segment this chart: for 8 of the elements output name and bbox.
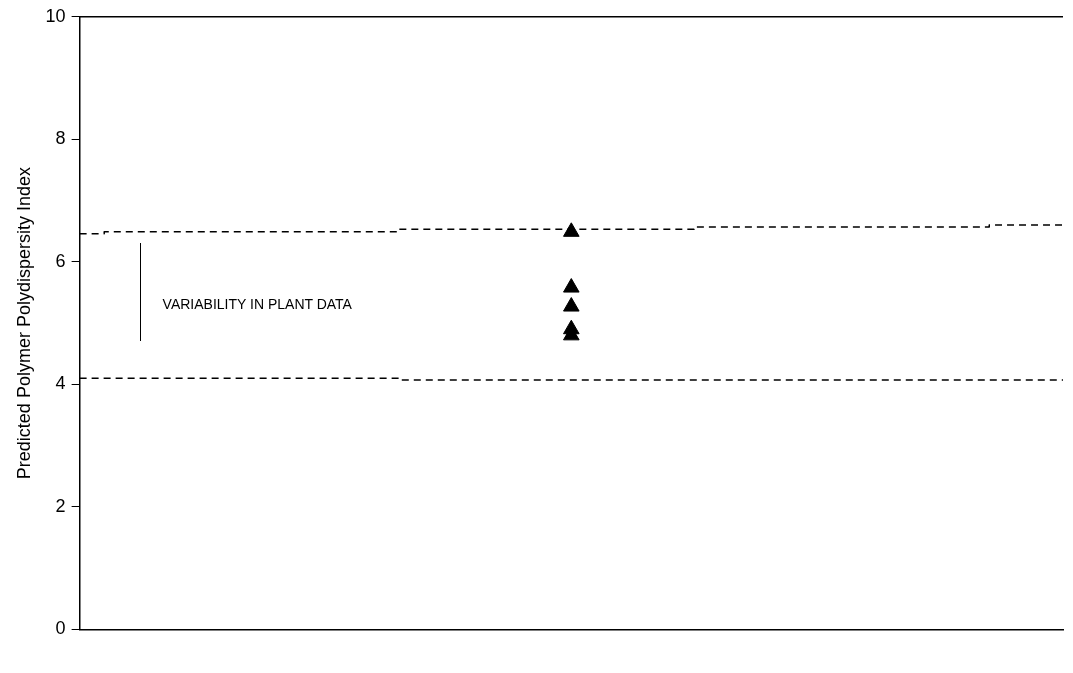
y-tick-label: 0	[55, 618, 66, 639]
y-tick-label: 8	[55, 128, 66, 149]
y-tick-label: 10	[45, 5, 66, 26]
y-axis-title: Predicted Polymer Polydispersity Index	[13, 167, 34, 480]
y-tick-label: 6	[55, 250, 66, 271]
y-tick-label: 2	[55, 495, 66, 516]
annotation: VARIABILITY IN PLANT DATA	[162, 295, 353, 312]
y-tick-label: 4	[55, 373, 66, 394]
